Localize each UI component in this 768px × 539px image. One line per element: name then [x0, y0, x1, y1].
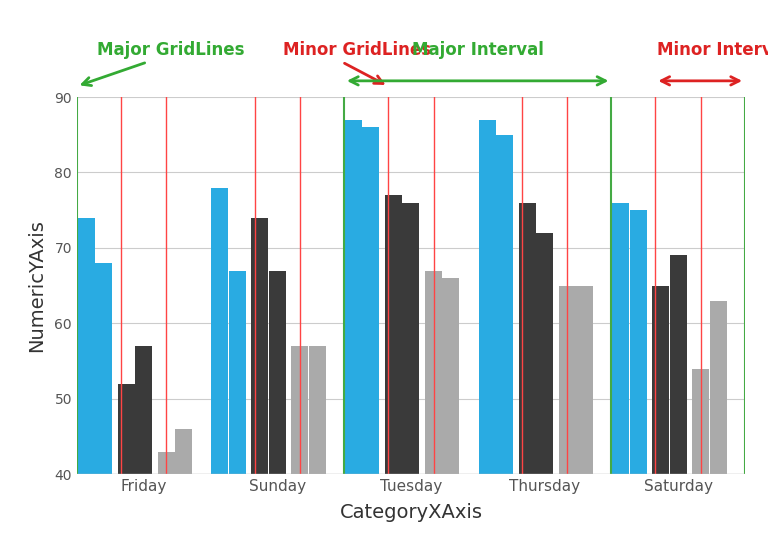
Bar: [345, 120, 362, 539]
Bar: [251, 218, 268, 539]
Text: Major Interval: Major Interval: [412, 42, 544, 59]
Bar: [157, 452, 175, 539]
Bar: [402, 203, 419, 539]
Bar: [135, 346, 152, 539]
Bar: [425, 271, 442, 539]
Bar: [211, 188, 228, 539]
Bar: [576, 286, 593, 539]
Bar: [95, 263, 112, 539]
Bar: [612, 203, 629, 539]
Text: Minor GridLines: Minor GridLines: [283, 42, 432, 59]
Bar: [630, 210, 647, 539]
Bar: [442, 278, 459, 539]
Bar: [670, 255, 687, 539]
Bar: [692, 369, 710, 539]
Y-axis label: NumericYAxis: NumericYAxis: [27, 219, 46, 352]
Text: Major GridLines: Major GridLines: [97, 42, 244, 59]
Bar: [518, 203, 535, 539]
Bar: [385, 195, 402, 539]
X-axis label: CategoryXAxis: CategoryXAxis: [339, 502, 482, 522]
Bar: [496, 135, 513, 539]
Bar: [269, 271, 286, 539]
Bar: [652, 286, 669, 539]
Bar: [291, 346, 309, 539]
Bar: [478, 120, 495, 539]
Bar: [118, 384, 134, 539]
Bar: [710, 301, 727, 539]
Text: Minor Interval: Minor Interval: [657, 42, 768, 59]
Bar: [175, 429, 192, 539]
Bar: [78, 218, 94, 539]
Bar: [229, 271, 246, 539]
Bar: [558, 286, 576, 539]
Bar: [536, 233, 553, 539]
Bar: [362, 127, 379, 539]
Bar: [309, 346, 326, 539]
